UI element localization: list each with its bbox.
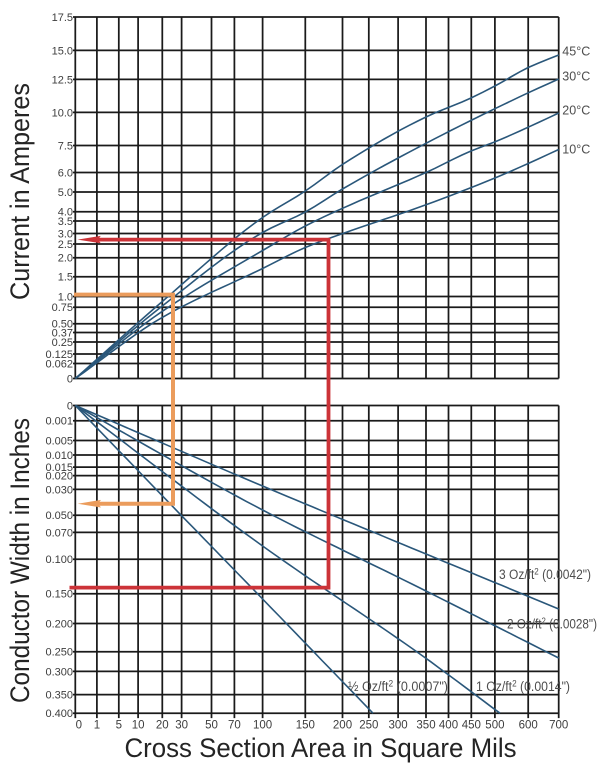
svg-text:12.5: 12.5 [52,74,73,86]
svg-text:2.0: 2.0 [58,253,73,265]
svg-text:Current in Amperes: Current in Amperes [5,83,35,300]
svg-text:2 Oz/ft2 (0.0028"): 2 Oz/ft2 (0.0028") [507,616,597,632]
svg-text:200: 200 [333,720,352,732]
svg-text:17.5: 17.5 [52,12,73,24]
svg-text:250: 250 [359,720,378,732]
svg-text:0.37: 0.37 [52,327,73,339]
svg-text:0: 0 [67,400,73,412]
svg-text:0.400: 0.400 [45,708,73,720]
svg-text:4.0: 4.0 [58,207,73,219]
svg-text:1.0: 1.0 [58,291,73,303]
svg-text:3.0: 3.0 [58,228,73,240]
svg-text:20: 20 [156,720,169,732]
svg-text:0.25: 0.25 [52,337,73,349]
svg-text:10°C: 10°C [562,143,590,157]
svg-text:3 Oz/ft2 (0.0042"): 3 Oz/ft2 (0.0042") [499,566,591,582]
svg-text:15.0: 15.0 [52,45,73,57]
svg-text:7.5: 7.5 [58,140,73,152]
svg-text:0.200: 0.200 [45,618,73,630]
svg-text:0.75: 0.75 [52,302,73,314]
svg-text:0.150: 0.150 [45,589,73,601]
svg-text:½ Oz/ft2 (0.0007"): ½ Oz/ft2 (0.0007") [348,678,448,694]
svg-text:0: 0 [67,373,73,385]
svg-text:0.020: 0.020 [45,471,73,483]
svg-text:0.015: 0.015 [45,462,73,474]
svg-text:5.0: 5.0 [58,187,73,199]
svg-text:400: 400 [439,720,458,732]
svg-text:45°C: 45°C [562,44,590,58]
svg-text:30: 30 [175,720,188,732]
svg-text:0.010: 0.010 [45,450,73,462]
svg-text:0.250: 0.250 [45,647,73,659]
svg-text:700: 700 [549,720,568,732]
svg-text:0.100: 0.100 [45,554,73,566]
svg-text:50: 50 [205,720,218,732]
svg-text:1.5: 1.5 [58,272,73,284]
svg-text:0.001: 0.001 [45,416,73,428]
svg-text:0.125: 0.125 [45,349,73,361]
svg-text:0.050: 0.050 [45,510,73,522]
svg-text:300: 300 [389,720,408,732]
svg-text:0.350: 0.350 [45,690,73,702]
svg-text:600: 600 [519,720,538,732]
svg-text:10.0: 10.0 [52,107,73,119]
svg-text:1 Oz/ft2 (0.0014"): 1 Oz/ft2 (0.0014") [476,678,570,694]
svg-text:30°C: 30°C [562,69,590,83]
svg-text:20°C: 20°C [562,103,590,117]
svg-text:Cross Section Area in Square M: Cross Section Area in Square Mils [125,733,517,763]
svg-text:350: 350 [416,720,435,732]
svg-text:0.005: 0.005 [45,435,73,447]
svg-text:150: 150 [296,720,315,732]
svg-text:0: 0 [76,720,82,732]
svg-text:0.300: 0.300 [45,666,73,678]
svg-text:500: 500 [485,720,504,732]
svg-text:0.50: 0.50 [52,319,73,331]
svg-text:0.062: 0.062 [45,358,73,370]
svg-text:6.0: 6.0 [58,167,73,179]
svg-text:100: 100 [253,720,272,732]
svg-text:3.5: 3.5 [58,216,73,228]
svg-text:1: 1 [94,720,100,732]
svg-text:5: 5 [116,720,122,732]
svg-text:70: 70 [228,720,241,732]
svg-text:0.030: 0.030 [45,484,73,496]
svg-text:10: 10 [132,720,145,732]
svg-text:0.070: 0.070 [45,527,73,539]
svg-text:2.5: 2.5 [58,239,73,251]
svg-text:Conductor Width in Inches: Conductor Width in Inches [5,418,35,703]
svg-text:450: 450 [462,720,481,732]
